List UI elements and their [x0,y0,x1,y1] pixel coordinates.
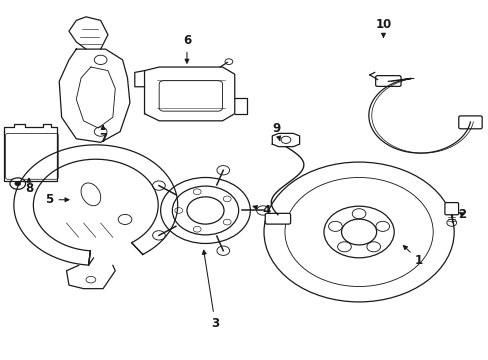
Circle shape [193,226,201,232]
Text: 5: 5 [45,193,69,206]
Circle shape [15,181,20,186]
Circle shape [217,166,229,175]
Circle shape [224,59,232,64]
Circle shape [256,206,269,215]
Circle shape [172,186,238,235]
Text: 3: 3 [202,250,219,330]
FancyBboxPatch shape [264,213,290,224]
Text: 7: 7 [99,126,107,145]
Text: 6: 6 [183,33,191,63]
Circle shape [152,181,165,190]
Text: 4: 4 [253,204,270,217]
FancyBboxPatch shape [375,76,400,86]
Text: 1: 1 [403,246,422,267]
Circle shape [281,136,290,143]
FancyBboxPatch shape [444,203,458,215]
Circle shape [10,178,25,189]
Circle shape [193,189,201,195]
Text: 2: 2 [457,208,465,221]
Circle shape [217,246,229,255]
FancyBboxPatch shape [458,116,481,129]
Circle shape [152,231,165,240]
Circle shape [223,219,231,225]
Circle shape [223,196,231,202]
Circle shape [160,177,250,243]
Text: 8: 8 [25,178,33,195]
Text: 9: 9 [271,122,280,140]
Circle shape [186,197,224,224]
Circle shape [174,208,182,213]
Text: 10: 10 [375,18,391,37]
